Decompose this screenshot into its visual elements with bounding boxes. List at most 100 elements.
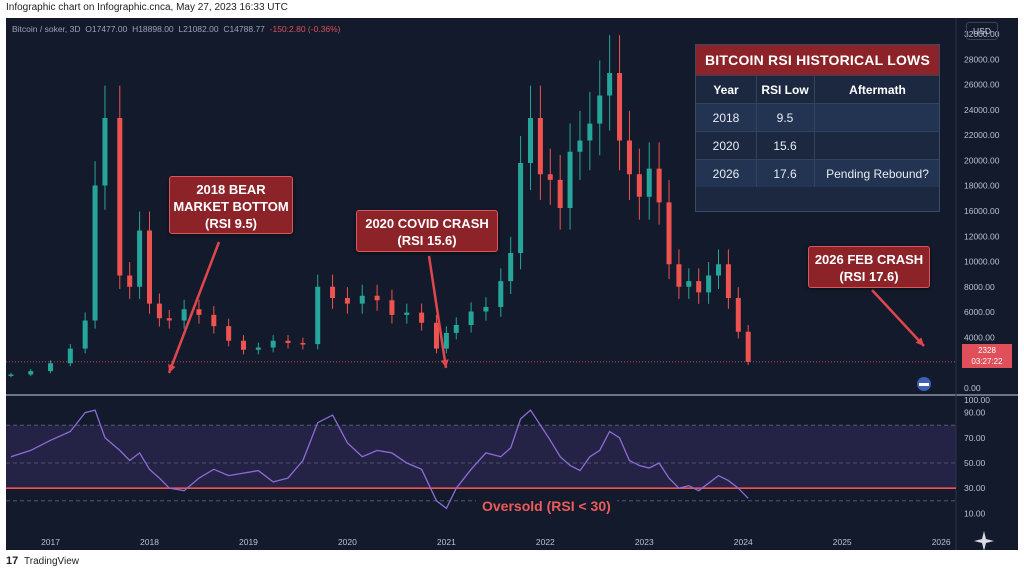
candle-body: [300, 343, 306, 345]
candle-body: [433, 322, 439, 349]
table-cell-year: 2026: [712, 167, 740, 181]
candle-body: [419, 312, 425, 323]
arrow-2018-shaft: [167, 241, 221, 374]
price-tick-label: 22000.00: [964, 130, 1000, 140]
candle-body: [617, 73, 623, 141]
event-flag-stripe: [919, 383, 929, 386]
candle-body: [389, 300, 395, 315]
candle-body: [315, 286, 321, 345]
rsi-tick-label: 10.00: [964, 508, 986, 518]
callout-2026-line2: (RSI 17.6): [839, 269, 899, 284]
table-title: BITCOIN RSI HISTORICAL LOWS: [696, 45, 939, 75]
candle-body: [676, 264, 682, 287]
time-tick-label: 2023: [635, 537, 654, 547]
candle-body: [498, 281, 504, 307]
candle-body: [537, 118, 543, 175]
candle-body: [666, 202, 672, 265]
time-tick-label: 2019: [239, 537, 258, 547]
price-tick-label: 4000.00: [964, 332, 995, 342]
candle-body: [686, 281, 692, 287]
time-tick-label: 2018: [140, 537, 159, 547]
table-row: 2020 15.6: [696, 131, 939, 159]
candle-body: [156, 303, 162, 319]
oversold-label: Oversold (RSI < 30): [476, 498, 617, 514]
ticker-line: Bitcoin / soker, 3D O17477.00 H18898.00 …: [12, 24, 341, 34]
price-tick-label: 26000.00: [964, 80, 1000, 90]
candle-body: [241, 340, 246, 350]
table-header-rsi: RSI Low: [761, 83, 809, 97]
price-tick-label: 20000.00: [964, 155, 1000, 165]
candle-body: [656, 168, 662, 203]
tradingview-brand[interactable]: TradingView: [24, 556, 80, 567]
candle-body: [344, 298, 350, 304]
candle-body: [527, 118, 533, 163]
currency-badge[interactable]: USD: [966, 22, 998, 40]
ticker-change: -150:2.80 (-0.36%): [269, 24, 341, 34]
callout-2020-covid: 2020 COVID CRASH (RSI 15.6): [356, 210, 498, 252]
price-tick-label: 6000.00: [964, 307, 995, 317]
candle-body: [696, 281, 702, 293]
table-row: 2018 9.5: [696, 103, 939, 131]
candle-body: [255, 347, 261, 350]
table-header-row: Year RSI Low Aftermath: [696, 75, 939, 103]
rsi-tick-label: 70.00: [964, 433, 986, 443]
candle-body: [211, 314, 217, 327]
candle-body: [226, 326, 232, 341]
table-cell-year: 2020: [712, 139, 740, 153]
candle-body: [745, 331, 751, 362]
time-tick-label: 2024: [734, 537, 753, 547]
candle-body: [92, 185, 98, 321]
chart-panel[interactable]: 32000.00 28000.00 26000.00 24000.00 22000.00…: [6, 18, 1018, 551]
candle-body: [518, 163, 524, 253]
callout-2020-line1: 2020 COVID CRASH: [365, 216, 489, 231]
candle-body: [28, 371, 34, 375]
current-price-time: 03:27:22: [971, 357, 1003, 366]
candle-body: [137, 230, 143, 287]
callout-2018-line2: MARKET BOTTOM: [173, 199, 289, 214]
arrow-2020-head: [440, 359, 449, 368]
price-tick-label: 10000.00: [964, 257, 1000, 267]
ticker-high: H18898.00: [132, 24, 174, 34]
candle-body: [607, 73, 613, 96]
rsi-band: [6, 425, 956, 489]
candle-body: [374, 295, 380, 301]
time-tick-label: 2020: [338, 537, 357, 547]
table-header-aftermath: Aftermath: [849, 83, 906, 97]
candle-body: [453, 325, 459, 333]
candle-body: [725, 264, 731, 298]
candle-body: [577, 140, 583, 152]
candle-body: [567, 151, 573, 208]
callout-2018-line3: (RSI 9.5): [204, 216, 257, 231]
callout-2026-crash: 2026 FEB CRASH (RSI 17.6): [808, 246, 930, 288]
candle-body: [67, 348, 73, 364]
price-tick-label: 0.00: [964, 383, 981, 393]
ticker-open: O17477.00: [85, 24, 128, 34]
price-tick-label: 8000.00: [964, 282, 995, 292]
ticker-low: L21082.00: [178, 24, 219, 34]
rsi-tick-label: 90.00: [964, 408, 986, 418]
candle-body: [646, 168, 652, 197]
table-cell-rsi: 9.5: [776, 111, 794, 125]
callout-2020-line2: (RSI 15.6): [397, 233, 457, 248]
candle-body: [587, 123, 593, 141]
candle-body: [508, 253, 514, 282]
footer: 17 TradingView: [0, 552, 1024, 572]
table-cell-year: 2018: [712, 111, 740, 125]
price-tick-label: 32000.00: [964, 29, 1000, 39]
current-price-tag: 2328 03:27:22: [962, 344, 1012, 368]
candle-body: [82, 320, 88, 349]
candle-body: [626, 140, 632, 175]
chart-canvas[interactable]: 32000.00 28000.00 26000.00 24000.00 22000.00…: [6, 18, 1018, 550]
time-tick-label: 2025: [833, 537, 852, 547]
time-tick-label: 2017: [41, 537, 60, 547]
candle-body: [146, 230, 152, 304]
candle-body: [48, 363, 54, 372]
callout-2018-bottom: 2018 BEAR MARKET BOTTOM (RSI 9.5): [169, 176, 293, 234]
candle-body: [181, 309, 187, 321]
candle-body: [557, 179, 563, 208]
price-tick-label: 28000.00: [964, 54, 1000, 64]
time-tick-label: 2026: [932, 537, 951, 547]
rsi-line: [10, 409, 749, 510]
tradingview-logo-icon[interactable]: 17: [6, 555, 19, 567]
ticker-close: C14788.77: [223, 24, 265, 34]
